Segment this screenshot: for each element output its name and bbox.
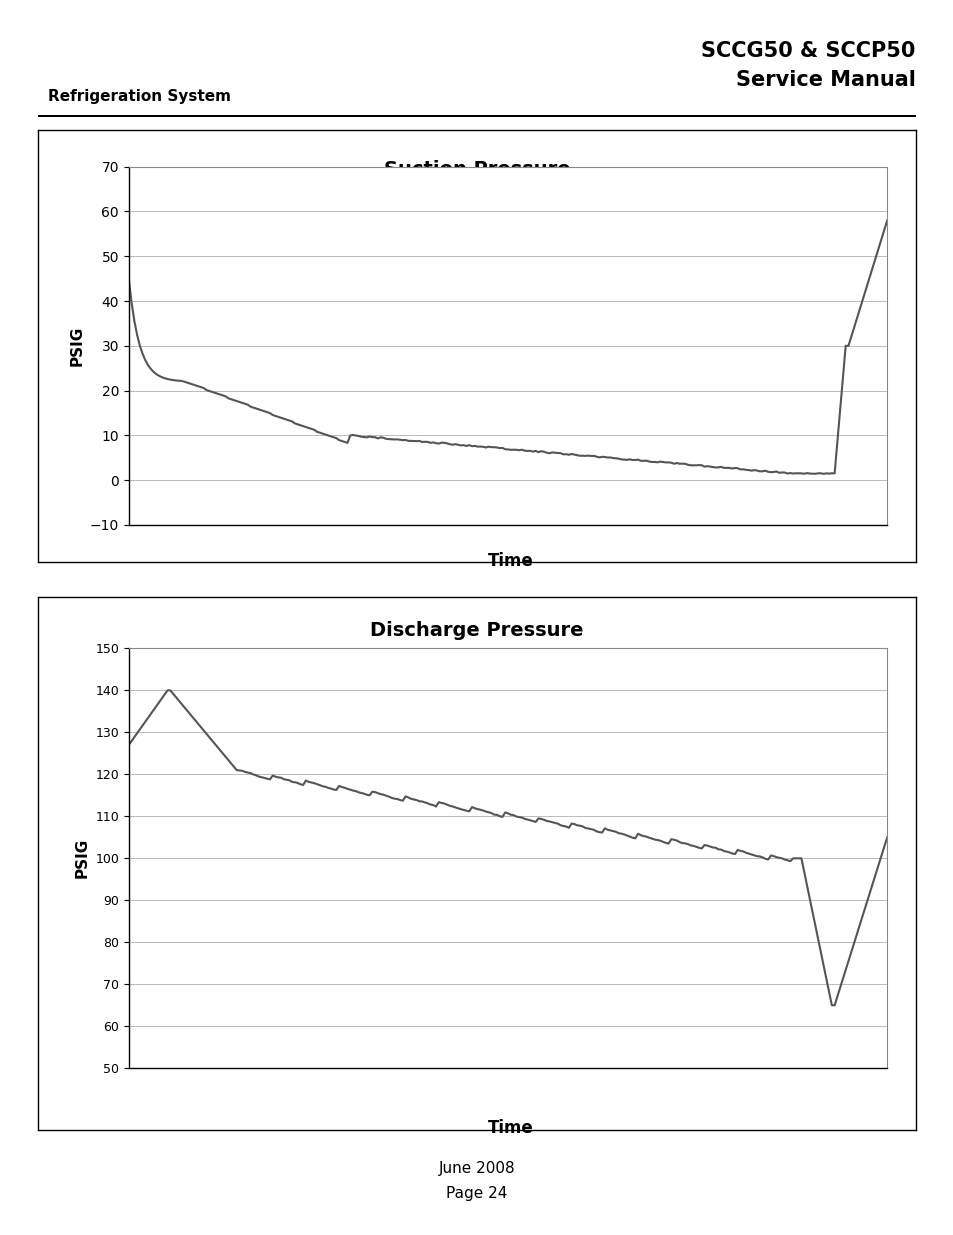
Text: SCCG50 & SCCP50: SCCG50 & SCCP50 <box>700 41 915 61</box>
Text: Time: Time <box>487 552 533 571</box>
Text: June 2008: June 2008 <box>438 1161 515 1176</box>
Text: Page 24: Page 24 <box>446 1186 507 1200</box>
Text: Time: Time <box>487 1119 533 1137</box>
Text: Discharge Pressure: Discharge Pressure <box>370 620 583 640</box>
Text: Refrigeration System: Refrigeration System <box>48 89 231 104</box>
Text: Service Manual: Service Manual <box>735 70 915 90</box>
Text: Suction Pressure: Suction Pressure <box>383 159 570 179</box>
Y-axis label: PSIG: PSIG <box>70 326 84 366</box>
Y-axis label: PSIG: PSIG <box>74 839 90 878</box>
